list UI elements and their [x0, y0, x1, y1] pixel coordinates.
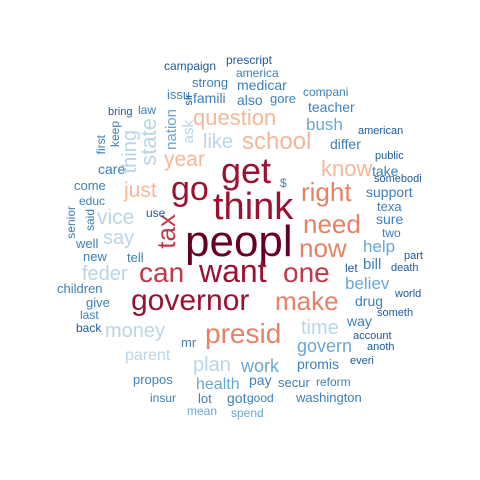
word-plan: plan	[193, 354, 231, 376]
word-say: say	[103, 227, 135, 249]
word-america: america	[236, 66, 279, 80]
word-new: new	[83, 249, 107, 264]
word-need: need	[303, 209, 361, 239]
word-someth: someth	[377, 307, 414, 319]
word-teacher: teacher	[308, 99, 355, 115]
word-get: get	[221, 150, 272, 191]
word-mean: mean	[187, 404, 218, 418]
word-year: year	[164, 148, 205, 171]
word-vice: vice	[97, 206, 135, 229]
word-tell: tell	[127, 250, 144, 265]
word-bring: bring	[108, 106, 133, 118]
word-right: right	[301, 177, 352, 207]
word-last: last	[80, 308, 99, 322]
word-like: like	[203, 131, 234, 153]
word-care: care	[98, 161, 126, 177]
word-mr: mr	[181, 335, 197, 350]
word-help: help	[363, 237, 396, 256]
word-good: good	[247, 391, 274, 405]
word-go: go	[171, 170, 209, 208]
word-one: one	[283, 257, 330, 288]
word-death: death	[391, 262, 419, 274]
word-bush: bush	[306, 115, 343, 134]
word-now: now	[299, 233, 347, 263]
word-parent: parent	[125, 347, 171, 364]
word-just: just	[124, 179, 157, 202]
word-said: said	[83, 209, 97, 232]
word-feder: feder	[82, 263, 128, 285]
word-medicar: medicar	[237, 77, 287, 93]
word-secur: secur	[278, 375, 310, 390]
word-two: two	[382, 226, 401, 240]
word-state: state	[136, 118, 161, 166]
word-differ: differ	[330, 136, 361, 152]
word-also: also	[237, 92, 263, 108]
word-make: make	[275, 286, 339, 316]
word-school: school	[242, 128, 312, 155]
word-question: question	[193, 105, 277, 130]
word-come: come	[74, 178, 106, 193]
word-bill: bill	[363, 256, 382, 273]
word-think: think	[213, 186, 294, 228]
word-drug: drug	[355, 293, 384, 309]
word-educ: educ	[79, 194, 106, 208]
word-let: let	[345, 261, 358, 275]
word-governor: governor	[131, 284, 250, 317]
word-everi: everi	[350, 355, 374, 367]
word-public: public	[375, 150, 404, 162]
word-peopl: peopl	[185, 217, 293, 266]
word-prescript: prescript	[226, 53, 273, 67]
word-presid: presid	[205, 318, 282, 349]
word-senior: senior	[64, 206, 78, 239]
word-washington: washington	[296, 390, 362, 405]
word-law: law	[138, 103, 157, 117]
word-work: work	[241, 356, 280, 376]
word-insur: insur	[150, 391, 177, 405]
word-account: account	[353, 330, 392, 342]
word-american: american	[358, 125, 404, 137]
word-anoth: anoth	[367, 341, 395, 353]
word-first: first	[94, 135, 108, 155]
word-want: want	[199, 253, 267, 289]
word-famili: famili	[193, 90, 226, 106]
word-pay: pay	[249, 372, 272, 388]
word-support: support	[366, 184, 413, 200]
word-nation: nation	[163, 109, 180, 150]
word-spend: spend	[231, 406, 264, 420]
word-part: part	[404, 250, 423, 262]
word-sure: sure	[376, 211, 404, 227]
word-texa: texa	[377, 199, 402, 214]
word-govern: govern	[297, 336, 353, 356]
word-can: can	[139, 257, 185, 288]
word-use: use	[146, 206, 166, 220]
word-ask: ask	[180, 120, 197, 144]
word-issu: issu	[167, 87, 191, 102]
word-know: know	[321, 156, 373, 181]
word-propos: propos	[133, 372, 173, 387]
word-somebodi: somebodi	[374, 173, 422, 185]
word-campaign: campaign	[164, 59, 217, 73]
word-compani: compani	[303, 85, 349, 99]
word-way: way	[347, 313, 372, 329]
word-money: money	[105, 320, 166, 342]
word-keep: keep	[108, 121, 122, 148]
word-got: got	[227, 390, 247, 406]
word-take: take	[372, 163, 399, 179]
word-reform: reform	[316, 375, 351, 389]
word-strong: strong	[192, 75, 229, 90]
word-believ: believ	[345, 274, 390, 293]
word-dollar-sign: $	[280, 176, 287, 190]
word-gore: gore	[270, 91, 297, 106]
word-world: world	[395, 288, 422, 300]
word-time: time	[301, 317, 339, 339]
word-back: back	[76, 321, 102, 335]
word-well: well	[76, 236, 99, 251]
word-lot: lot	[198, 391, 212, 406]
word-health: health	[196, 376, 240, 393]
word-give: give	[86, 295, 110, 310]
word-children: children	[57, 281, 103, 296]
word-promis: promis	[297, 356, 340, 372]
